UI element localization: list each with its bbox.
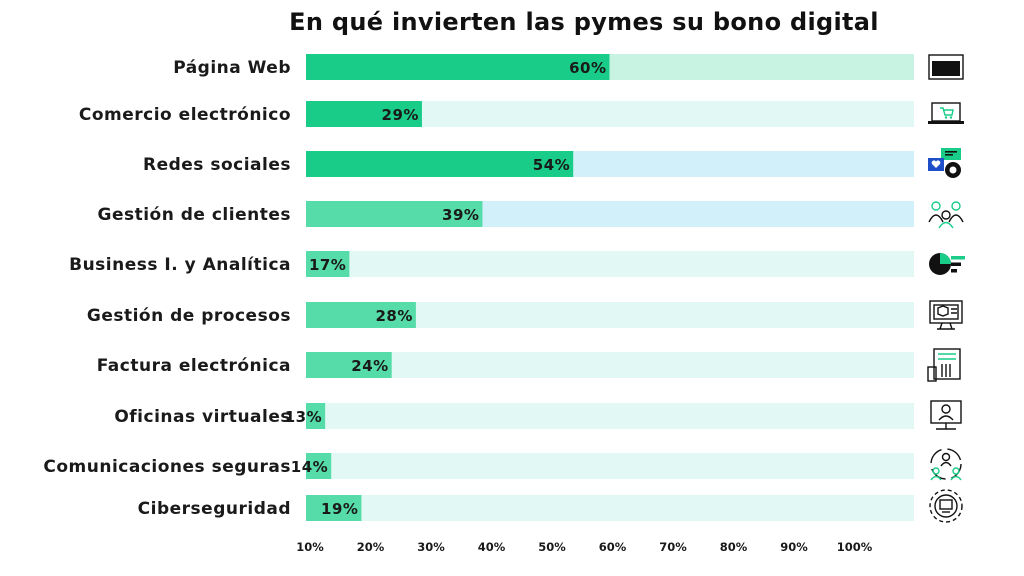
value-label: 13%	[285, 408, 322, 426]
bar-row: Comunicaciones seguras 14%	[43, 448, 962, 481]
bar-row: Comercio electrónico 29%	[79, 101, 964, 127]
bar-track	[306, 251, 914, 277]
category-label: Redes sociales	[143, 155, 291, 175]
bar-row: Business I. y Analítica 17%	[69, 251, 965, 277]
virtual-office-icon	[930, 400, 962, 430]
value-label: 14%	[291, 458, 328, 476]
category-label: Factura electrónica	[97, 356, 291, 376]
x-tick-label: 70%	[659, 540, 687, 554]
value-label: 28%	[375, 307, 412, 325]
value-label: 24%	[351, 357, 388, 375]
x-tick-label: 50%	[538, 540, 566, 554]
value-label: 19%	[321, 500, 358, 518]
browser-window-icon	[928, 54, 964, 80]
bar-row: Gestión de clientes 39%	[97, 201, 964, 229]
x-tick-label: 80%	[720, 540, 748, 554]
process-monitor-icon	[929, 300, 963, 330]
bar	[306, 201, 483, 227]
x-tick-label: 20%	[357, 540, 385, 554]
value-label: 39%	[442, 206, 479, 224]
customer-group-icon	[928, 201, 964, 229]
chart-title: En qué invierten las pymes su bono digit…	[289, 8, 879, 36]
cyber-shield-icon	[929, 489, 963, 523]
x-tick-label: 90%	[780, 540, 808, 554]
value-label: 29%	[382, 106, 419, 124]
category-label: Business I. y Analítica	[69, 255, 291, 275]
bar-row: Redes sociales 54%	[143, 148, 961, 178]
bar-row: Gestión de procesos 28%	[87, 300, 963, 330]
value-label: 54%	[533, 156, 570, 174]
bar	[306, 352, 392, 378]
bar	[306, 403, 326, 429]
bar-row: Factura electrónica 24%	[97, 348, 961, 382]
category-label: Oficinas virtuales	[114, 407, 291, 427]
bar	[306, 101, 422, 127]
bar	[306, 54, 610, 80]
category-label: Gestión de clientes	[97, 205, 291, 225]
laptop-cart-icon	[928, 102, 964, 124]
category-label: Comercio electrónico	[79, 105, 291, 125]
invoice-hand-icon	[927, 348, 961, 382]
x-tick-label: 10%	[296, 540, 324, 554]
bar	[306, 495, 362, 521]
bar-track	[306, 352, 914, 378]
x-tick-label: 60%	[599, 540, 627, 554]
category-label: Ciberseguridad	[138, 499, 291, 519]
bar-row: Página Web 60%	[173, 54, 964, 80]
x-tick-label: 30%	[417, 540, 445, 554]
secure-network-icon	[930, 448, 962, 481]
x-tick-label: 100%	[837, 540, 873, 554]
social-chat-icon	[928, 148, 961, 178]
x-tick-label: 40%	[478, 540, 506, 554]
bar-row: Ciberseguridad 19%	[138, 489, 963, 523]
bar	[306, 453, 332, 479]
bar	[306, 151, 574, 177]
bar-track	[306, 403, 914, 429]
category-label: Página Web	[173, 58, 291, 78]
bar	[306, 251, 350, 277]
category-label: Gestión de procesos	[87, 306, 291, 326]
value-label: 60%	[569, 59, 606, 77]
bar-track	[306, 453, 914, 479]
category-label: Comunicaciones seguras	[43, 457, 291, 477]
pie-analytics-icon	[929, 253, 965, 275]
value-label: 17%	[309, 256, 346, 274]
bar-track	[306, 495, 914, 521]
bar	[306, 302, 416, 328]
